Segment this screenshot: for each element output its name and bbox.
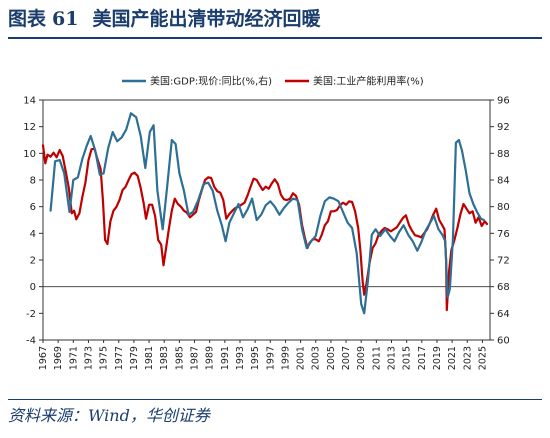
footer-rule	[8, 399, 542, 400]
x-tick-label: 1981	[144, 346, 155, 370]
right-tick-label: 72	[497, 256, 510, 267]
x-tick-label: 1971	[68, 346, 79, 370]
left-tick-label: 12	[23, 122, 36, 133]
x-tick-label: 2009	[356, 346, 367, 370]
right-tick-label: 84	[497, 176, 510, 187]
x-tick-label: 2011	[371, 346, 382, 370]
x-tick-label: 1977	[114, 346, 125, 370]
left-axis-ticks: -4 -2 0 2 4 6 8 10 12 14	[23, 96, 43, 347]
left-tick-label: 4	[30, 229, 36, 240]
right-tick-label: 60	[497, 336, 510, 347]
x-tick-label: 2003	[311, 346, 322, 370]
x-tick-label: 2005	[326, 346, 337, 370]
x-tick-label: 1995	[250, 346, 261, 370]
x-tick-label: 1989	[205, 346, 216, 370]
x-tick-label: 2021	[447, 346, 458, 370]
x-tick-label: 2007	[341, 346, 352, 370]
figure-heading: 美国产能出清带动经济回暖	[92, 8, 321, 30]
legend-label-gdp: 美国:GDP:现价:同比(%,右)	[150, 75, 272, 88]
left-tick-label: 10	[23, 149, 36, 160]
left-tick-label: 14	[23, 96, 36, 107]
x-tick-label: 2001	[296, 346, 307, 370]
x-tick-label: 2015	[402, 346, 413, 370]
x-tick-label: 1983	[159, 346, 170, 370]
left-tick-label: -4	[26, 336, 36, 347]
right-axis-ticks: 60 64 68 72 76 80 84 88 92 96	[490, 96, 510, 347]
x-tick-label: 2023	[462, 346, 473, 370]
x-tick-label: 2017	[417, 346, 428, 370]
left-tick-label: 6	[30, 202, 36, 213]
x-tick-label: 1999	[280, 346, 291, 370]
right-tick-label: 88	[497, 149, 510, 160]
title-rule	[8, 37, 542, 39]
x-tick-label: 1967	[38, 346, 49, 370]
figure-label: 图表	[8, 8, 47, 30]
x-tick-label: 2013	[387, 346, 398, 370]
x-tick-label: 2025	[477, 346, 488, 370]
x-tick-label: 1979	[129, 346, 140, 370]
series-line-gdp	[49, 112, 485, 315]
right-tick-label: 96	[497, 96, 510, 107]
x-tick-label: 1973	[83, 346, 94, 370]
legend-label-capacity: 美国:工业产能利用率(%)	[313, 75, 424, 88]
left-tick-label: -2	[26, 309, 36, 320]
x-tick-label: 1991	[220, 346, 231, 370]
left-tick-label: 8	[30, 176, 36, 187]
x-tick-label: 2019	[432, 346, 443, 370]
legend: 美国:GDP:现价:同比(%,右) 美国:工业产能利用率(%)	[122, 75, 424, 88]
right-tick-label: 64	[497, 309, 510, 320]
x-tick-label: 1969	[53, 346, 64, 370]
right-tick-label: 76	[497, 229, 510, 240]
right-tick-label: 68	[497, 282, 510, 293]
x-tick-label: 1985	[174, 346, 185, 370]
x-tick-label: 1997	[265, 346, 276, 370]
x-tick-label: 1975	[99, 346, 110, 370]
right-tick-label: 80	[497, 202, 510, 213]
plot-frame	[42, 99, 491, 341]
x-tick-label: 1987	[190, 346, 201, 370]
source-note: 资料来源：Wind，华创证券	[8, 406, 210, 425]
x-tick-label: 1993	[235, 346, 246, 370]
left-tick-label: 0	[30, 282, 36, 293]
figure-title: 图表 61 美国产能出清带动经济回暖	[8, 4, 542, 34]
series-line-capacity	[41, 144, 489, 312]
left-tick-label: 2	[30, 256, 36, 267]
x-axis-ticks: 1967 1969 1971 1973 1975 1977 1979 1981 1983 1985…	[38, 340, 488, 370]
series-lines	[41, 112, 489, 315]
right-tick-label: 92	[497, 122, 510, 133]
plot-border	[42, 99, 491, 341]
figure-number: 61	[52, 8, 79, 30]
